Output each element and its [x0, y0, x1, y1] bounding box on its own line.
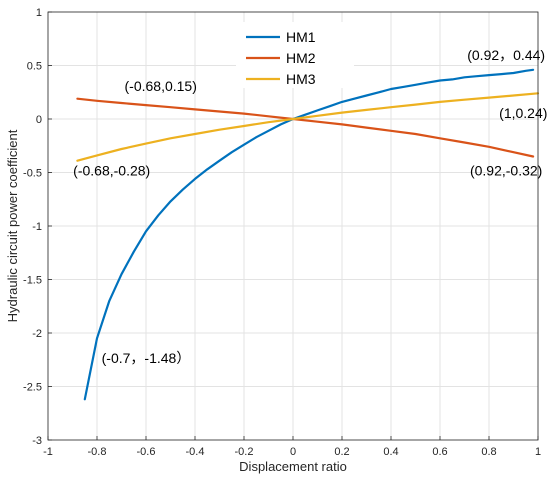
x-tick-label: 0: [290, 446, 296, 458]
data-annotation: (0.92，0.44): [467, 47, 545, 63]
y-tick-label: -2.5: [23, 382, 42, 394]
x-tick-label: 1: [535, 446, 541, 458]
x-tick-label: 0.2: [334, 446, 349, 458]
x-tick-label: -0.2: [235, 446, 254, 458]
data-annotation: (-0.68,0.15): [125, 78, 197, 94]
series-line-hm1: [83, 68, 535, 401]
annotations: (0.92，0.44) (-0.68,0.15) (1,0.24) (-0.68,-0…: [73, 47, 547, 366]
series-line-hm3: [76, 92, 540, 162]
series-line-hm2: [76, 97, 535, 158]
data-annotation: (1,0.24): [499, 105, 547, 121]
y-tick-label: 1: [36, 7, 42, 19]
x-tick-label: -0.8: [88, 446, 107, 458]
legend-label-hm2: HM2: [286, 50, 316, 66]
x-tick-label: 0.6: [432, 446, 447, 458]
x-tick-label: -1: [43, 446, 53, 458]
series-layer: [76, 68, 540, 401]
data-annotation: (-0.68,-0.28): [73, 163, 150, 179]
x-tick-label: 0.4: [383, 446, 398, 458]
y-axis-label: Hydraulic circuit power coefficient: [5, 129, 20, 322]
legend-label-hm1: HM1: [286, 29, 316, 45]
ticks: -1 -0.8 -0.6 -0.4 -0.2 0 0.2 0.4 0.6 0.8 1 -3 -2.5 -2…: [23, 7, 541, 458]
y-tick-label: -0.5: [23, 168, 42, 180]
x-tick-label: 0.8: [481, 446, 496, 458]
legend-box: [236, 22, 354, 88]
y-tick-label: 0: [36, 114, 42, 126]
y-tick-label: -1.5: [23, 275, 42, 287]
x-tick-label: -0.4: [186, 446, 205, 458]
data-annotation: (0.92,-0.32): [470, 163, 542, 179]
x-axis-label: Displacement ratio: [239, 459, 347, 474]
y-tick-label: -1: [32, 221, 42, 233]
legend-label-hm3: HM3: [286, 71, 316, 87]
y-tick-label: -3: [32, 435, 42, 447]
legend: HM1 HM2 HM3: [236, 22, 354, 88]
y-tick-label: -2: [32, 328, 42, 340]
data-annotation: (-0.7，-1.48）: [102, 350, 191, 366]
x-tick-label: -0.6: [137, 446, 156, 458]
y-tick-label: 0.5: [27, 61, 42, 73]
